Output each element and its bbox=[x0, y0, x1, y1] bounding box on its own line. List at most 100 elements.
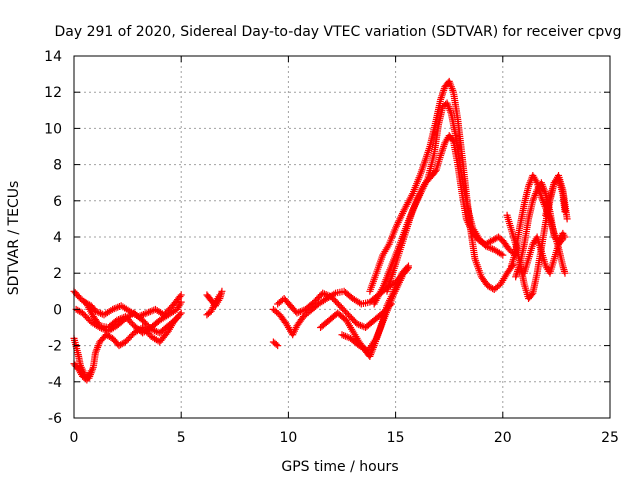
series-tracks-6h bbox=[203, 287, 226, 319]
series-tracks-mid bbox=[269, 262, 412, 360]
data-point bbox=[437, 150, 445, 158]
data-point bbox=[322, 291, 330, 299]
data-point bbox=[561, 269, 569, 277]
data-point bbox=[341, 332, 349, 340]
x-tick-label: 10 bbox=[279, 430, 297, 446]
data-point bbox=[109, 305, 117, 313]
data-point bbox=[143, 309, 151, 317]
y-tick-label: -6 bbox=[48, 411, 62, 427]
x-tick-label: 25 bbox=[601, 430, 619, 446]
y-tick-label: 6 bbox=[53, 194, 62, 210]
data-point bbox=[438, 146, 446, 154]
data-point bbox=[499, 251, 507, 259]
data-point bbox=[439, 88, 447, 96]
data-point bbox=[151, 327, 159, 335]
data-point bbox=[563, 215, 571, 223]
data-point bbox=[118, 340, 126, 348]
data-point bbox=[134, 313, 142, 321]
data-point bbox=[177, 298, 185, 306]
data-point bbox=[295, 308, 303, 316]
x-tick-label: 0 bbox=[70, 430, 79, 446]
y-tick-label: 12 bbox=[44, 85, 62, 101]
y-tick-label: 10 bbox=[44, 121, 62, 137]
x-axis-label: GPS time / hours bbox=[281, 459, 398, 475]
data-point bbox=[362, 346, 370, 354]
data-point bbox=[149, 326, 157, 334]
data-point bbox=[75, 307, 83, 315]
y-tick-label: -4 bbox=[48, 375, 62, 391]
data-point bbox=[320, 290, 328, 298]
grid-lines bbox=[74, 56, 610, 418]
series-tracks-peak bbox=[366, 77, 520, 308]
data-point bbox=[141, 310, 149, 318]
y-tick-label: -2 bbox=[48, 339, 62, 355]
data-point bbox=[324, 291, 332, 299]
x-tick-label: 15 bbox=[387, 430, 405, 446]
x-tick-label: 5 bbox=[177, 430, 186, 446]
data-point bbox=[177, 309, 185, 317]
y-tick-label: 0 bbox=[53, 302, 62, 318]
data-point bbox=[96, 324, 104, 331]
data-point bbox=[356, 321, 364, 329]
data-point bbox=[216, 291, 224, 299]
data-point bbox=[482, 242, 490, 250]
data-point bbox=[177, 291, 185, 299]
data-point bbox=[296, 308, 304, 316]
data-point bbox=[293, 309, 301, 317]
data-point bbox=[398, 273, 406, 281]
y-tick-label: 8 bbox=[53, 158, 62, 174]
data-point bbox=[558, 236, 566, 244]
data-point bbox=[403, 263, 411, 271]
data-point bbox=[136, 312, 144, 320]
series-tracks-early bbox=[70, 287, 185, 384]
data-point bbox=[439, 144, 447, 152]
data-point bbox=[105, 333, 113, 341]
data-point bbox=[112, 304, 120, 312]
data-point bbox=[528, 290, 536, 298]
data-point bbox=[138, 311, 146, 319]
y-axis-label: SDTVAR / TECUs bbox=[6, 181, 22, 296]
data-point bbox=[512, 273, 520, 281]
data-point bbox=[438, 148, 446, 156]
y-tick-label: 14 bbox=[44, 49, 62, 65]
data-point bbox=[438, 92, 446, 100]
chart-title: Day 291 of 2020, Sidereal Day-to-day VTE… bbox=[55, 24, 622, 40]
data-point bbox=[483, 243, 491, 251]
data-point bbox=[91, 307, 99, 315]
data-point bbox=[99, 325, 107, 333]
data-point bbox=[95, 309, 103, 317]
data-point bbox=[431, 167, 439, 175]
data-point bbox=[487, 244, 495, 252]
data-point bbox=[93, 308, 101, 316]
data-point bbox=[110, 305, 118, 313]
data-point bbox=[561, 208, 569, 216]
data-point bbox=[146, 308, 154, 316]
data-points bbox=[70, 77, 571, 384]
axis-ticks: 0 5 10 15 20 25 -6 -4 -2 0 2 4 6 8 10 12 14 bbox=[44, 49, 619, 446]
data-point bbox=[404, 262, 412, 270]
data-point bbox=[343, 333, 351, 341]
x-tick-label: 20 bbox=[494, 430, 512, 446]
data-point bbox=[559, 235, 567, 243]
data-point bbox=[355, 321, 363, 329]
y-tick-label: 4 bbox=[53, 230, 62, 246]
y-tick-label: 2 bbox=[53, 266, 62, 282]
data-point bbox=[87, 367, 95, 375]
data-point bbox=[139, 310, 147, 318]
data-point bbox=[145, 308, 153, 316]
series-tracks-late bbox=[503, 171, 571, 303]
data-point bbox=[338, 331, 346, 339]
data-point bbox=[272, 340, 280, 348]
data-point bbox=[218, 287, 226, 295]
data-point bbox=[298, 307, 306, 315]
data-point bbox=[497, 250, 505, 258]
data-point bbox=[176, 310, 184, 318]
data-point bbox=[353, 320, 361, 328]
data-point bbox=[176, 292, 184, 300]
data-point bbox=[340, 331, 348, 339]
data-point bbox=[147, 325, 155, 333]
data-point bbox=[485, 243, 493, 251]
data-point bbox=[274, 342, 282, 350]
data-point bbox=[356, 299, 364, 307]
